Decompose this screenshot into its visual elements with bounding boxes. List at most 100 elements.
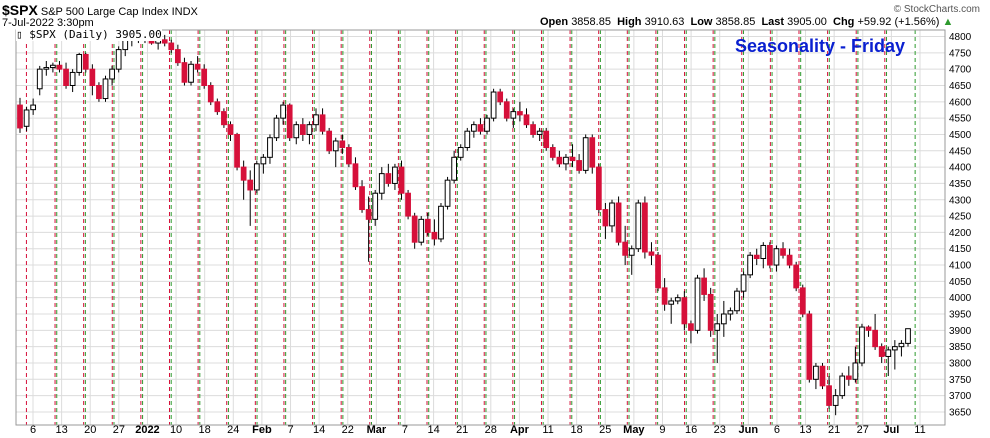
candle-up xyxy=(253,163,260,191)
candle-up xyxy=(313,114,319,126)
candle-down xyxy=(181,62,188,83)
y-tick-label: 4100 xyxy=(949,261,972,272)
candle-up xyxy=(852,362,859,380)
y-tick-label: 4550 xyxy=(949,114,972,125)
candle-down xyxy=(806,313,813,380)
y-tick-label: 4400 xyxy=(949,163,972,174)
candle-up xyxy=(674,297,681,302)
candle-up xyxy=(734,290,740,312)
symbol: $SPX xyxy=(2,2,38,18)
candle-down xyxy=(701,277,707,295)
candle-up xyxy=(859,326,865,364)
candle-up xyxy=(109,68,115,80)
candle-up xyxy=(839,375,846,397)
candle-down xyxy=(615,202,622,243)
x-tick-label: 10 xyxy=(170,424,182,436)
candle-up xyxy=(536,130,543,135)
high-label: High xyxy=(617,16,642,28)
x-axis: 6 13 20 27 2022 10 18 24 Feb 7 14 22 Mar 7 14 21 28 Apr 11… xyxy=(30,424,926,436)
plot-frame xyxy=(15,29,946,426)
candle-down xyxy=(207,84,214,103)
candle-down xyxy=(161,39,168,44)
candle-down xyxy=(411,215,418,243)
candle-down xyxy=(556,156,563,165)
candle-down xyxy=(766,244,773,266)
candle-down xyxy=(286,104,293,139)
candle-down xyxy=(56,64,63,70)
candle-up xyxy=(102,78,109,100)
y-tick-label: 4500 xyxy=(949,130,972,141)
x-tick-label: 7 xyxy=(402,424,408,436)
candle-down xyxy=(793,264,800,289)
y-tick-label: 4350 xyxy=(949,179,972,190)
candle-down xyxy=(595,166,602,211)
y-tick-label: 4450 xyxy=(949,146,972,157)
candle-down xyxy=(688,323,694,331)
candle-down xyxy=(247,179,254,191)
y-tick-label: 3800 xyxy=(949,358,972,369)
x-tick-label: 22 xyxy=(342,424,354,436)
candle-down xyxy=(589,137,596,168)
x-tick-label: Jul xyxy=(883,424,899,436)
chg-label: Chg xyxy=(833,16,855,28)
x-tick-label: 28 xyxy=(485,424,497,436)
y-tick-label: 4750 xyxy=(949,48,972,59)
candle-up xyxy=(451,156,458,181)
x-tick-label: 18 xyxy=(199,424,211,436)
candle-down xyxy=(497,91,504,103)
symbol-description: S&P 500 Large Cap Index xyxy=(40,6,169,18)
candle-up xyxy=(747,254,754,276)
candle-down xyxy=(819,365,826,387)
candle-down xyxy=(82,53,89,70)
datetime: 7-Jul-2022 3:30pm xyxy=(2,17,94,29)
candle-down xyxy=(201,68,208,86)
candle-down xyxy=(424,218,431,233)
candle-down xyxy=(365,209,372,220)
x-tick-label: 25 xyxy=(599,424,611,436)
candle-down xyxy=(346,147,352,165)
candle-down xyxy=(872,329,878,348)
candle-up xyxy=(122,39,129,51)
candle-down xyxy=(878,346,885,357)
open-label: Open xyxy=(540,16,569,28)
candle-up xyxy=(76,53,83,73)
candle-up xyxy=(628,248,635,256)
x-tick-label: Mar xyxy=(367,424,387,436)
x-tick-label: 27 xyxy=(113,424,125,436)
x-tick-label: 16 xyxy=(685,424,697,436)
candle-down xyxy=(799,287,806,315)
x-tick-label: 18 xyxy=(571,424,583,436)
y-tick-label: 4000 xyxy=(949,293,972,304)
candle-down xyxy=(707,293,714,331)
candle-up xyxy=(43,67,50,70)
y-tick-label: 3650 xyxy=(949,407,972,418)
candle-up xyxy=(714,323,721,331)
candle-up xyxy=(464,130,471,149)
candle-up xyxy=(720,313,727,325)
candle-up xyxy=(267,137,273,158)
candle-up xyxy=(115,49,122,70)
x-tick-label: 2022 xyxy=(135,424,159,436)
y-tick-label: 4650 xyxy=(949,81,972,92)
candle-down xyxy=(642,202,648,253)
x-tick-label: 14 xyxy=(427,424,439,436)
candle-up xyxy=(306,124,313,135)
candle-up xyxy=(905,328,911,344)
candle-down xyxy=(352,163,359,188)
candle-down xyxy=(359,186,365,211)
candle-up xyxy=(891,346,898,351)
y-tick-label: 3850 xyxy=(949,342,972,353)
candle-down xyxy=(786,254,793,266)
candle-down xyxy=(221,111,227,126)
candle-up xyxy=(832,395,839,406)
candle-up xyxy=(609,202,615,227)
y-tick-label: 4300 xyxy=(949,195,972,206)
up-arrow-icon: ▲ xyxy=(942,16,954,28)
candle-down xyxy=(826,385,832,406)
candle-down xyxy=(681,297,688,325)
y-axis: 3650 3700 3750 3800 3850 3900 3950 4000 4050 4100… xyxy=(949,32,972,418)
y-tick-label: 4200 xyxy=(949,228,972,239)
candle-down xyxy=(17,104,23,129)
candle-up xyxy=(23,109,30,127)
y-tick-label: 4800 xyxy=(949,32,972,43)
